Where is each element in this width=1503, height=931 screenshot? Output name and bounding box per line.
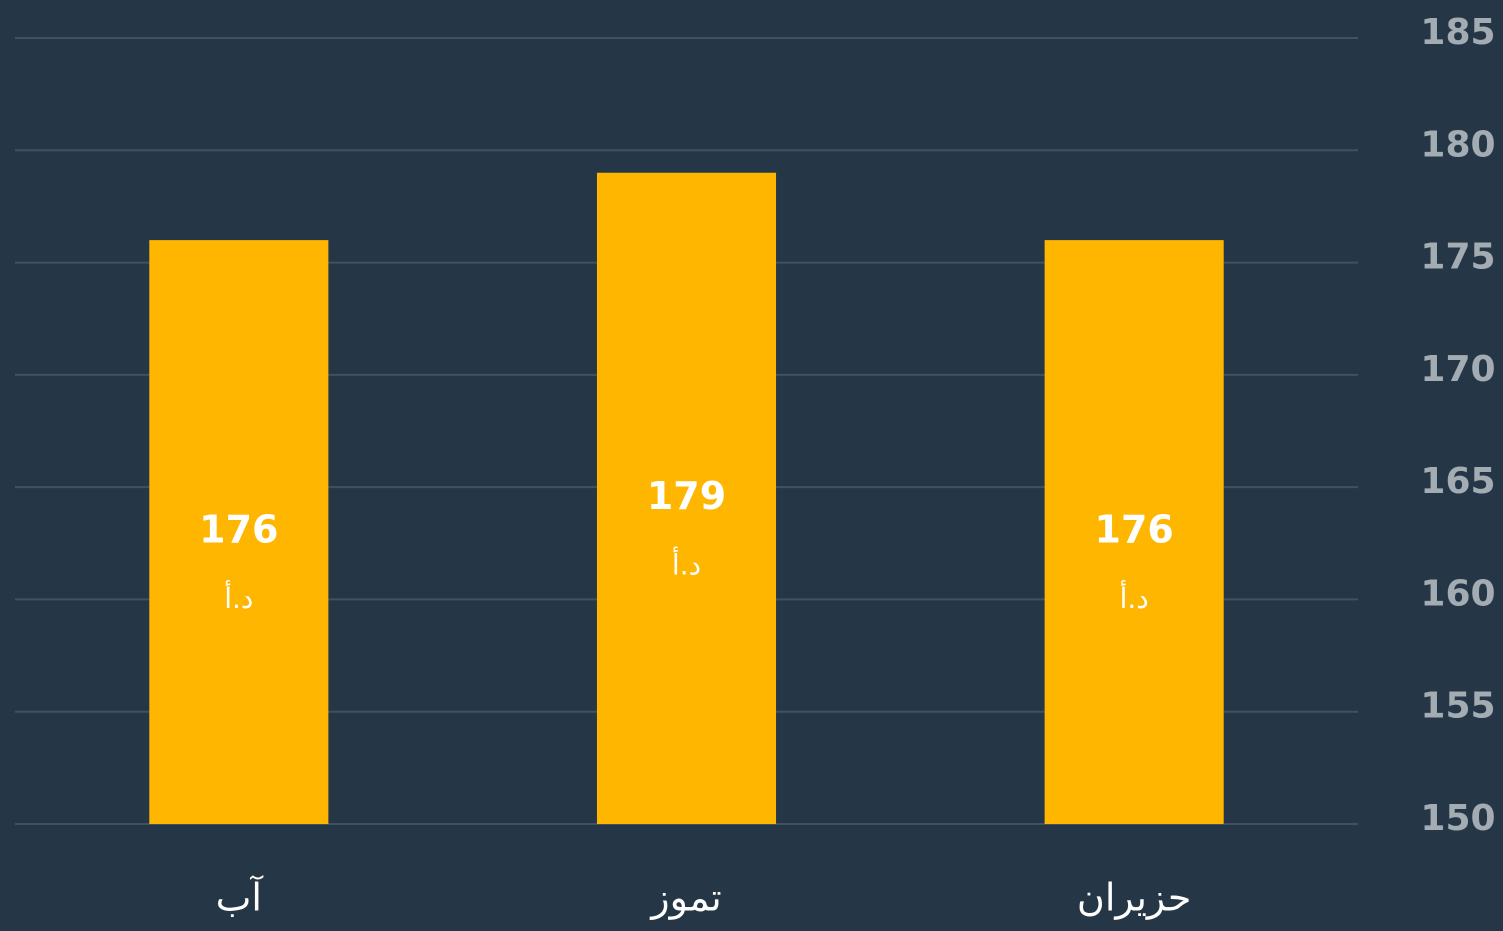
x-tick-label: آب (216, 875, 264, 920)
value-unit: د.أ (224, 579, 253, 615)
y-tick-label: 175 (1420, 237, 1495, 278)
y-tick-label: 150 (1420, 798, 1495, 839)
y-tick-label: 160 (1420, 573, 1495, 614)
bar (149, 240, 329, 825)
value-label: 176 (199, 508, 278, 552)
value-label: 176 (1095, 508, 1174, 552)
value-unit: د.أ (1120, 579, 1149, 615)
y-tick-label: 155 (1420, 686, 1495, 727)
y-tick-label: 170 (1420, 349, 1495, 390)
bar (596, 172, 777, 824)
x-tick-label: تموز (649, 876, 722, 921)
x-tick-label: حزيران (1077, 876, 1191, 921)
y-tick-label: 165 (1420, 461, 1495, 502)
value-label: 179 (647, 474, 726, 518)
y-tick-label: 185 (1420, 12, 1495, 53)
value-unit: د.أ (672, 545, 701, 581)
bar (1044, 240, 1224, 825)
y-tick-label: 180 (1420, 124, 1495, 165)
